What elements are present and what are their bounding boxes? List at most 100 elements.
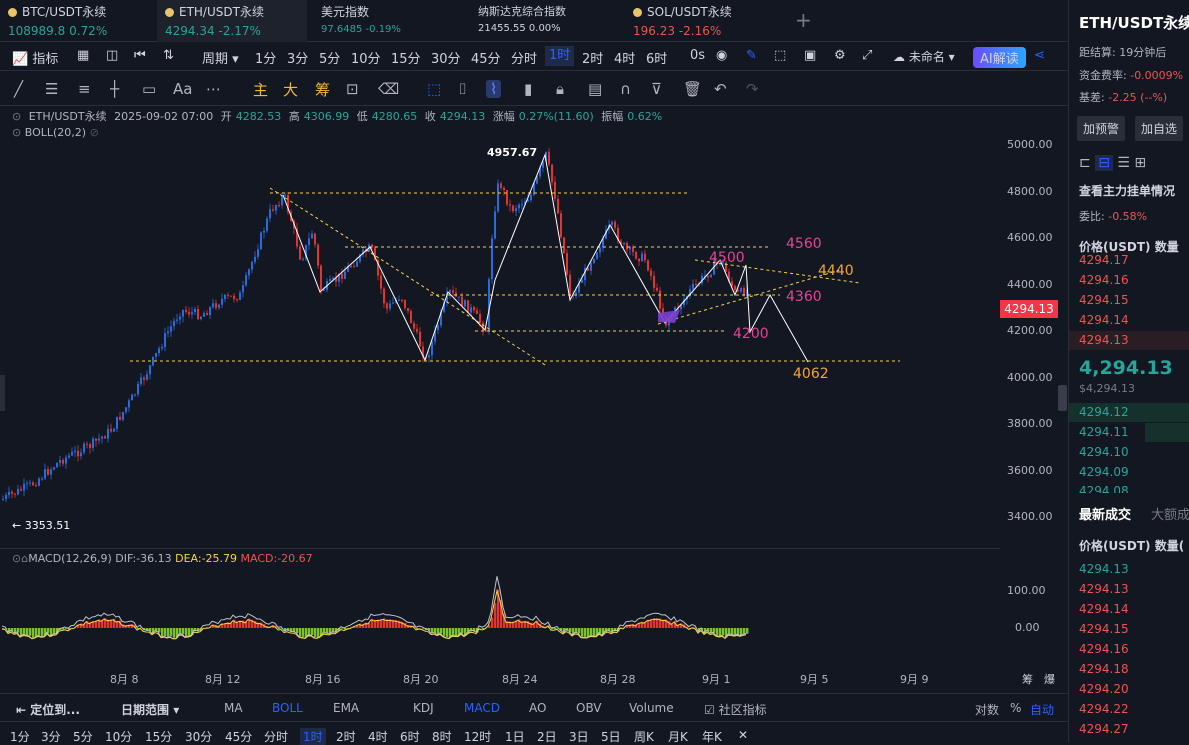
- image-icon[interactable]: ▣: [804, 48, 817, 63]
- ask-price[interactable]: 4294.15: [1079, 293, 1129, 307]
- more-icon[interactable]: ⋯: [206, 80, 221, 98]
- date-range-button[interactable]: 日期范围 ▾: [121, 703, 180, 717]
- hray-icon[interactable]: ┼: [110, 80, 120, 98]
- fib-icon[interactable]: ≡: [78, 80, 91, 98]
- side-collapse-handle[interactable]: [1058, 385, 1067, 411]
- tab-large-trades[interactable]: 大额成: [1151, 508, 1189, 523]
- ruler-icon[interactable]: ⌷: [458, 80, 468, 98]
- interval-45m[interactable]: 45分: [471, 52, 501, 67]
- interval-0s[interactable]: 0s: [690, 48, 706, 63]
- magnet-icon[interactable]: ∩: [620, 80, 631, 98]
- interval-timeshare[interactable]: 分时: [511, 52, 538, 67]
- ai-explain-button[interactable]: AI解读: [973, 47, 1026, 68]
- share-icon[interactable]: ⋖: [1034, 48, 1045, 63]
- tf-4h[interactable]: 4时: [368, 730, 388, 744]
- tf-1m[interactable]: 1分: [10, 730, 30, 744]
- interval-1h[interactable]: 1时: [545, 46, 575, 66]
- period-button[interactable]: 周期 ▾: [202, 52, 239, 67]
- camera-icon[interactable]: ◉: [716, 48, 728, 63]
- undo-icon[interactable]: ↶: [714, 80, 727, 98]
- ind-macd[interactable]: MACD: [464, 701, 500, 715]
- tf-30m[interactable]: 30分: [185, 730, 213, 744]
- tf-week[interactable]: 周K: [634, 730, 654, 744]
- ask-price[interactable]: 4294.14: [1079, 313, 1129, 327]
- interval-3m[interactable]: 3分: [287, 52, 309, 67]
- interval-4h[interactable]: 4时: [614, 52, 636, 67]
- bid-price[interactable]: 4294.11: [1079, 425, 1129, 439]
- tab-latest-trades[interactable]: 最新成交: [1079, 508, 1132, 523]
- ind-boll[interactable]: BOLL: [272, 701, 303, 715]
- trash-icon[interactable]: 🗑︎: [683, 80, 703, 98]
- interval-2h[interactable]: 2时: [582, 52, 604, 67]
- expand-icon[interactable]: ⤢: [862, 48, 873, 63]
- ind-kdj[interactable]: KDJ: [413, 701, 434, 715]
- tf-2d[interactable]: 2日: [537, 730, 557, 744]
- ask-price[interactable]: 4294.17: [1079, 253, 1129, 267]
- interval-10m[interactable]: 10分: [351, 52, 381, 67]
- boll-indicator-label[interactable]: ⊙ BOLL(20,2) ⊘: [12, 126, 99, 139]
- interval-6h[interactable]: 6时: [646, 52, 668, 67]
- big-order-button[interactable]: 大: [283, 81, 299, 99]
- bars-icon[interactable]: ▮: [524, 80, 533, 98]
- settings-icon[interactable]: ⚙: [834, 48, 846, 63]
- draw-active-icon[interactable]: ⌇: [486, 80, 502, 98]
- trendline-icon[interactable]: ╱: [14, 80, 24, 98]
- text-tool-icon[interactable]: Aa: [173, 80, 193, 98]
- tf-timeshare[interactable]: 分时: [264, 730, 289, 744]
- tf-month[interactable]: 月K: [668, 730, 688, 744]
- orderbook-title[interactable]: 查看主力挂单情况: [1079, 184, 1176, 198]
- interval-5m[interactable]: 5分: [319, 52, 341, 67]
- tf-3m[interactable]: 3分: [41, 730, 61, 744]
- auto-toggle[interactable]: 自动: [1030, 703, 1055, 717]
- visibility-icon[interactable]: ⊙: [12, 110, 22, 123]
- candlestick-chart[interactable]: [0, 140, 1000, 555]
- tf-5d[interactable]: 5日: [601, 730, 621, 744]
- ask-price[interactable]: 4294.16: [1079, 273, 1129, 287]
- tf-8h[interactable]: 8时: [432, 730, 452, 744]
- compare-icon[interactable]: ⇅: [163, 48, 174, 63]
- tf-1d[interactable]: 1日: [505, 730, 525, 744]
- indicators-button[interactable]: 📈 指标: [12, 52, 59, 67]
- left-collapse-handle[interactable]: [0, 375, 5, 411]
- ind-obv[interactable]: OBV: [576, 701, 602, 715]
- rectangle-icon[interactable]: ▭: [142, 80, 157, 98]
- tf-10m[interactable]: 10分: [105, 730, 133, 744]
- locate-button[interactable]: ⇤ 定位到...: [16, 703, 80, 717]
- ind-volume[interactable]: Volume: [629, 701, 674, 715]
- layout-icon[interactable]: ◫: [106, 48, 119, 63]
- community-indicators-button[interactable]: ☑ 社区指标: [704, 703, 767, 717]
- interval-15m[interactable]: 15分: [391, 52, 421, 67]
- lock-icon[interactable]: 🔒︎: [556, 80, 564, 98]
- ind-ma[interactable]: MA: [224, 701, 243, 715]
- interval-1m[interactable]: 1分: [255, 52, 277, 67]
- tf-3d[interactable]: 3日: [569, 730, 589, 744]
- add-alert-button[interactable]: 加预警: [1077, 116, 1126, 141]
- hlines-icon[interactable]: ☰: [45, 80, 59, 98]
- burst-corner-button[interactable]: 爆: [1044, 673, 1055, 686]
- layout-save-button[interactable]: ☁ 未命名 ▾: [893, 50, 955, 64]
- tf-12h[interactable]: 12时: [464, 730, 492, 744]
- calendar-icon[interactable]: ▦: [77, 48, 90, 63]
- orderbook-view-icons[interactable]: ⊏ ⊟ ☰ ⊞: [1079, 155, 1147, 171]
- bid-price[interactable]: 4294.09: [1079, 465, 1129, 479]
- tf-6h[interactable]: 6时: [400, 730, 420, 744]
- tab-sol[interactable]: SOL/USDT永续 196.23 -2.16%: [625, 0, 785, 42]
- chips-corner-button[interactable]: 筹: [1022, 673, 1033, 686]
- chips-button[interactable]: 筹: [315, 81, 331, 99]
- ind-ao[interactable]: AO: [529, 701, 547, 715]
- macd-pane[interactable]: [0, 560, 1000, 670]
- log-toggle[interactable]: 对数: [975, 703, 1000, 717]
- close-tf-icon[interactable]: ✕: [738, 728, 749, 742]
- interval-30m[interactable]: 30分: [431, 52, 461, 67]
- eraser-icon[interactable]: ⌫: [378, 80, 400, 98]
- bid-price[interactable]: 4294.10: [1079, 445, 1129, 459]
- tab-nasdaq[interactable]: 纳斯达克综合指数 21455.55 0.00%: [470, 0, 625, 42]
- tf-15m[interactable]: 15分: [145, 730, 173, 744]
- tf-45m[interactable]: 45分: [225, 730, 253, 744]
- tf-5m[interactable]: 5分: [73, 730, 93, 744]
- tf-2h[interactable]: 2时: [336, 730, 356, 744]
- cursor-icon[interactable]: ⬚: [427, 80, 442, 98]
- filter-icon[interactable]: ⊽: [651, 80, 662, 98]
- fullscreen-icon[interactable]: ⬚: [774, 48, 787, 63]
- tab-eth[interactable]: ETH/USDT永续 4294.34 -2.17%: [157, 0, 307, 42]
